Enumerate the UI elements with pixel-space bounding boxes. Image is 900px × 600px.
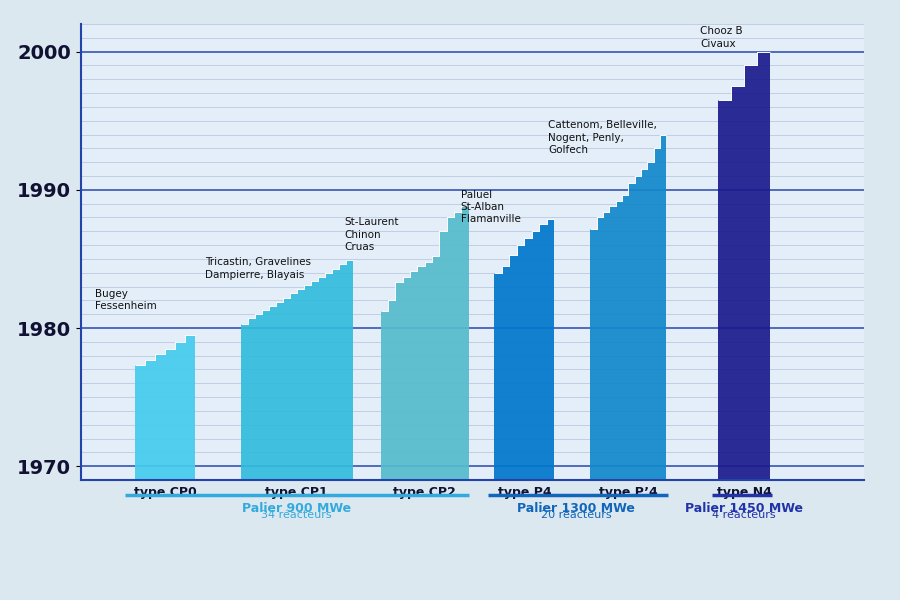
Polygon shape [494, 219, 554, 480]
Text: 20 réacteurs: 20 réacteurs [541, 511, 612, 520]
Text: Palier 1450 MWe: Palier 1450 MWe [685, 502, 803, 515]
Text: Tricastin, Gravelines
Dampierre, Blayais: Tricastin, Gravelines Dampierre, Blayais [205, 257, 310, 280]
Text: Palier 900 MWe: Palier 900 MWe [242, 502, 351, 515]
Text: type CP0: type CP0 [133, 486, 196, 499]
Polygon shape [135, 335, 195, 480]
Text: type N4: type N4 [716, 486, 771, 499]
Text: type CP2: type CP2 [393, 486, 456, 499]
Text: Palier 1300 MWe: Palier 1300 MWe [518, 502, 635, 515]
Text: Paluel
St-Alban
Flamanville: Paluel St-Alban Flamanville [461, 190, 520, 224]
Text: 34 réacteurs: 34 réacteurs [261, 511, 332, 520]
Text: Chooz B
Civaux: Chooz B Civaux [700, 26, 742, 49]
Text: type P’4: type P’4 [598, 486, 658, 499]
Text: Bugey
Fessenheim: Bugey Fessenheim [95, 289, 158, 311]
Polygon shape [241, 260, 353, 480]
Text: type P4: type P4 [498, 486, 551, 499]
Polygon shape [381, 206, 469, 480]
Text: type CP1: type CP1 [266, 486, 328, 499]
Text: Cattenom, Belleville,
Nogent, Penly,
Golfech: Cattenom, Belleville, Nogent, Penly, Gol… [548, 121, 657, 155]
Polygon shape [590, 134, 666, 480]
Text: St-Laurent
Chinon
Cruas: St-Laurent Chinon Cruas [345, 217, 400, 252]
Text: 4 réacteurs: 4 réacteurs [712, 511, 776, 520]
Polygon shape [718, 52, 770, 480]
